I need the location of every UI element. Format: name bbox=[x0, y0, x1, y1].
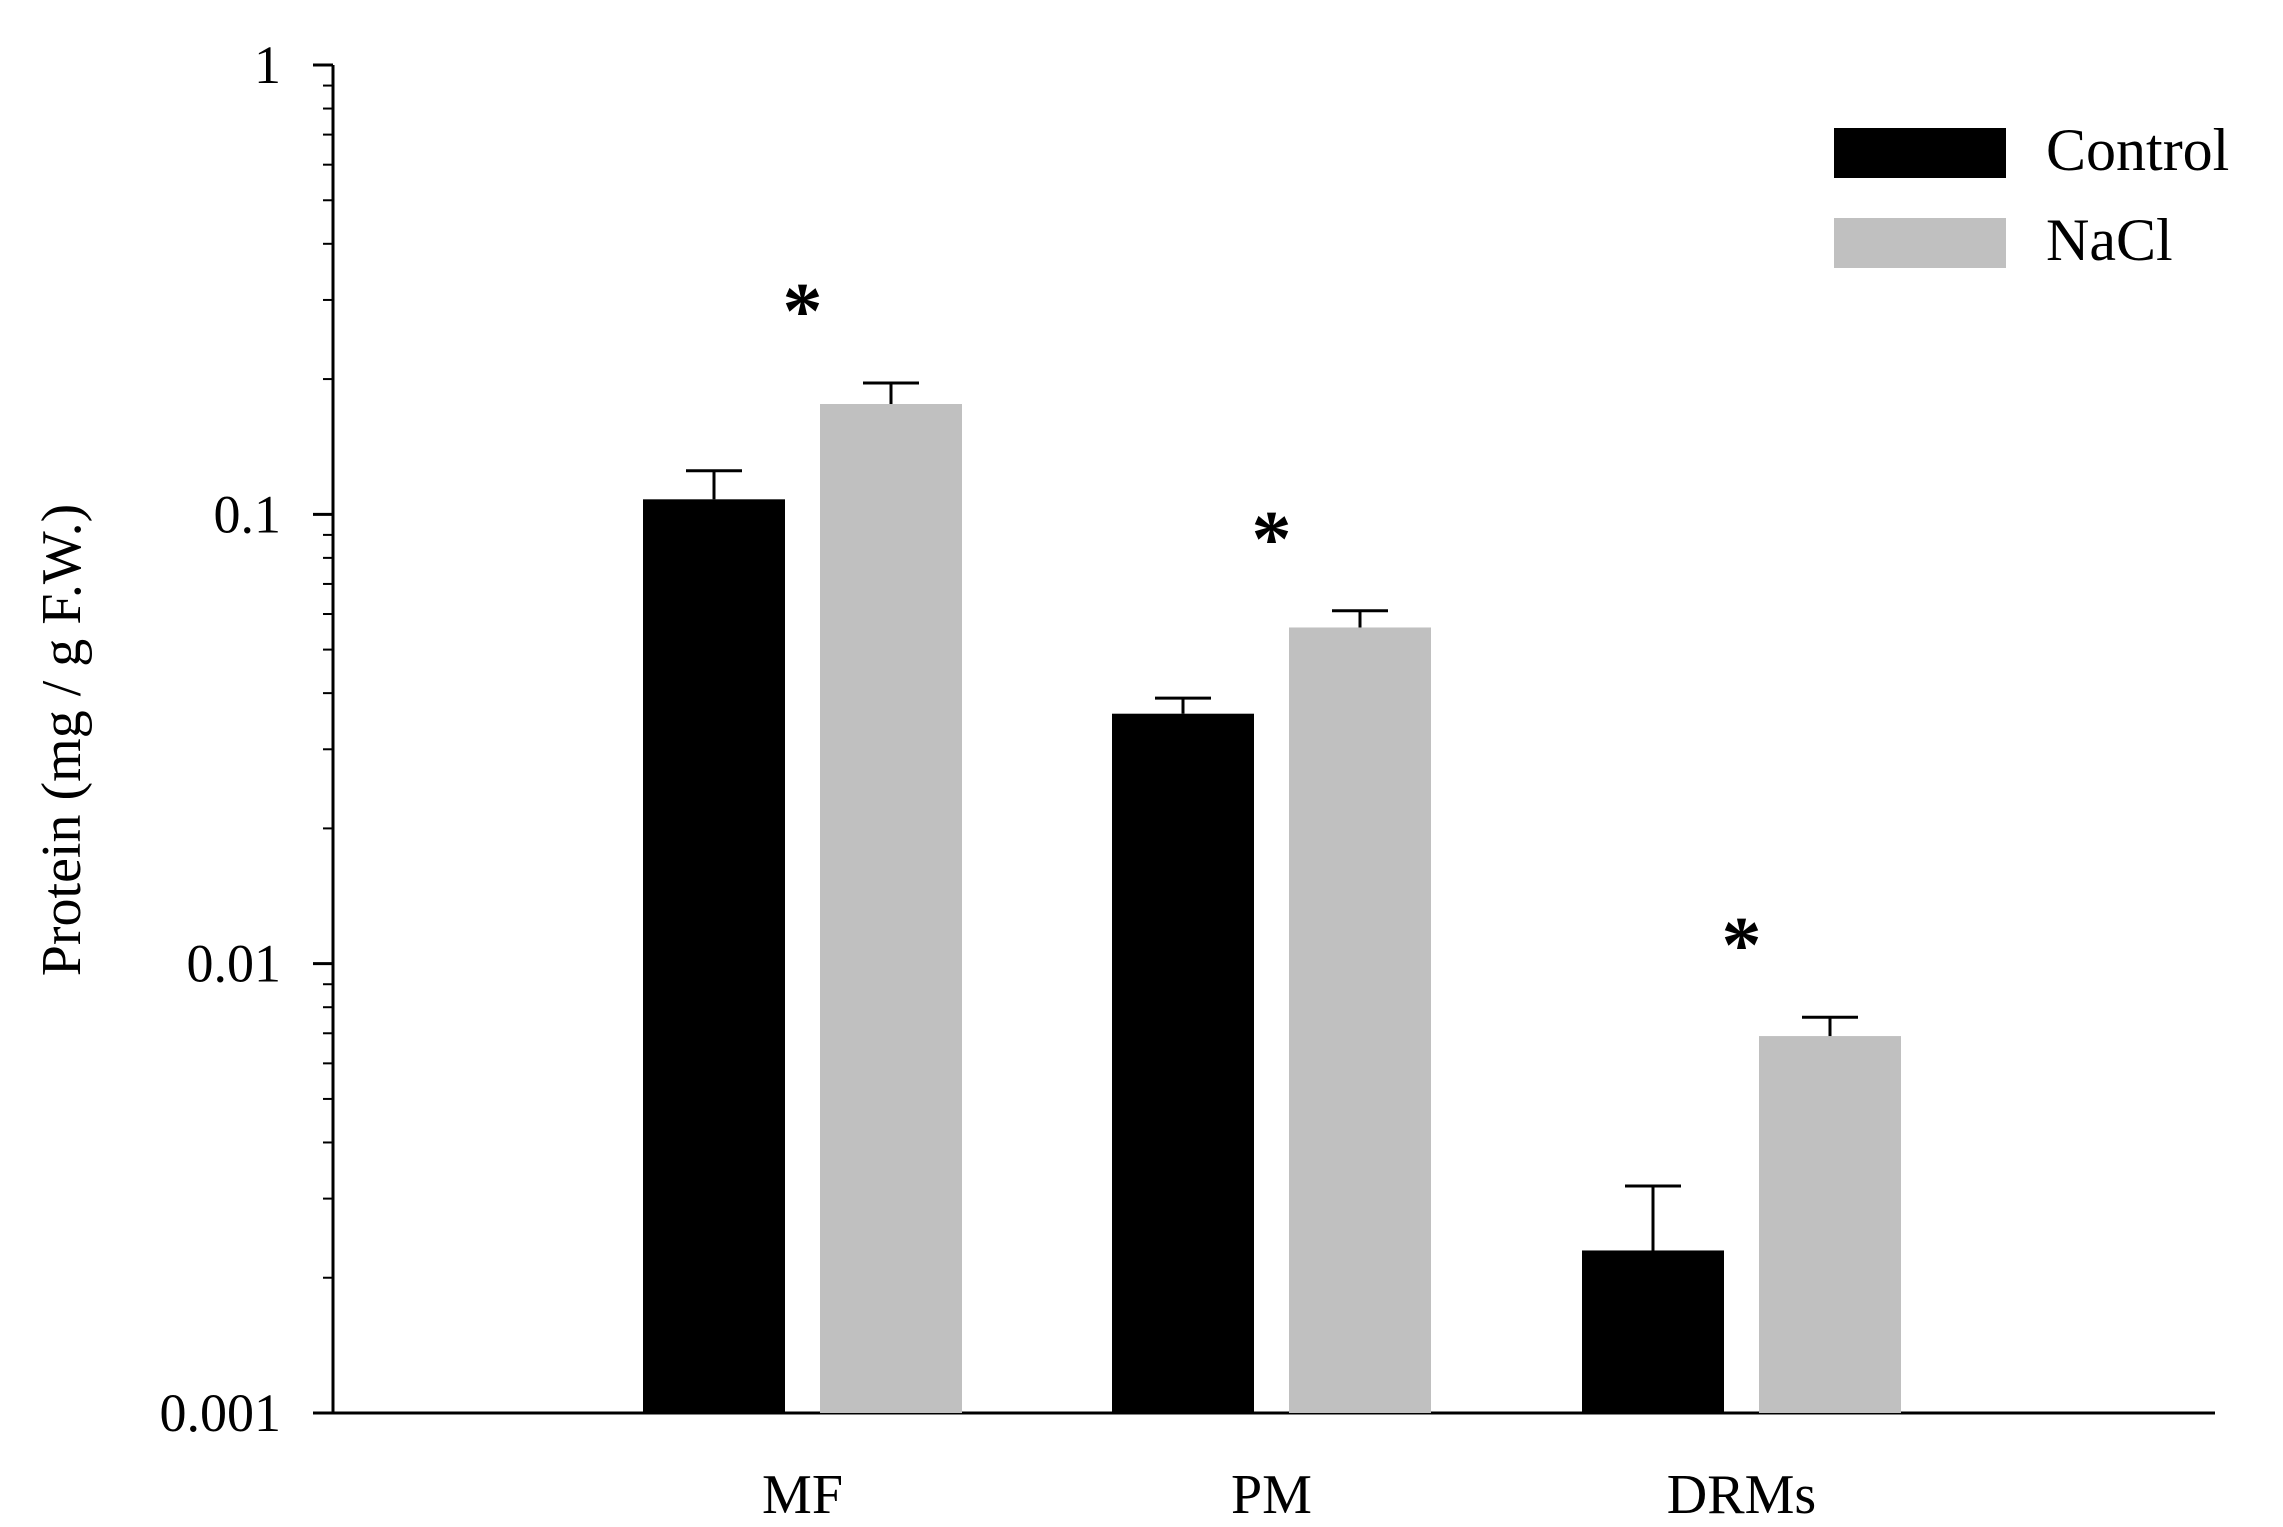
y-axis-title: Protein (mg / g F.W.) bbox=[31, 504, 93, 977]
significance-markers: * * * bbox=[783, 268, 1762, 990]
y-tick-label: 0.01 bbox=[187, 934, 282, 994]
bar-nacl-drms bbox=[1759, 1036, 1901, 1413]
x-axis-categories: MF PM DRMs bbox=[762, 1464, 1816, 1526]
significance-star-drms: * bbox=[1722, 902, 1762, 990]
bar-nacl-pm bbox=[1289, 627, 1431, 1413]
bar-control-pm bbox=[1112, 713, 1254, 1413]
significance-star-mf: * bbox=[783, 268, 823, 356]
significance-star-pm: * bbox=[1252, 496, 1292, 584]
category-label-pm: PM bbox=[1231, 1464, 1312, 1526]
category-label-mf: MF bbox=[762, 1464, 843, 1526]
legend-swatch-nacl bbox=[1834, 218, 2006, 268]
legend-swatch-control bbox=[1834, 128, 2006, 178]
bar-nacl-mf bbox=[820, 404, 962, 1413]
y-tick-label: 1 bbox=[254, 35, 281, 95]
y-axis-ticks: 1 0.1 0.01 0.001 bbox=[160, 35, 333, 1443]
legend-label-nacl: NaCl bbox=[2046, 207, 2173, 273]
error-bars bbox=[686, 381, 1858, 1251]
bar-control-drms bbox=[1582, 1250, 1724, 1413]
legend-label-control: Control bbox=[2046, 117, 2229, 183]
category-label-drms: DRMs bbox=[1667, 1464, 1816, 1526]
y-tick-label: 0.001 bbox=[160, 1383, 282, 1443]
bar-control-mf bbox=[643, 499, 785, 1413]
legend: Control NaCl bbox=[1834, 117, 2229, 273]
y-tick-label: 0.1 bbox=[214, 484, 282, 544]
bars bbox=[643, 404, 1901, 1413]
